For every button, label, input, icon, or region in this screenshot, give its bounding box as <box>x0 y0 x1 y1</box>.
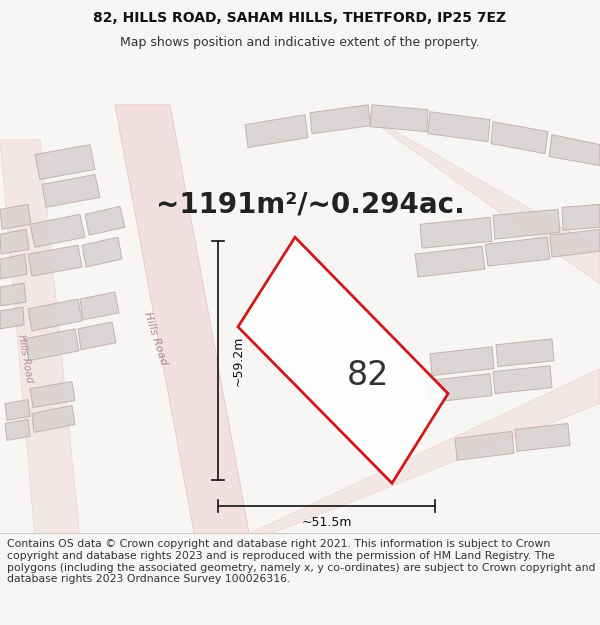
Text: ~51.5m: ~51.5m <box>301 516 352 529</box>
Text: Hills Road: Hills Road <box>16 334 34 384</box>
Polygon shape <box>493 366 552 394</box>
Polygon shape <box>550 229 600 257</box>
Text: 82: 82 <box>347 359 389 392</box>
Polygon shape <box>30 214 85 247</box>
Polygon shape <box>485 238 550 266</box>
Text: 82, HILLS ROAD, SAHAM HILLS, THETFORD, IP25 7EZ: 82, HILLS ROAD, SAHAM HILLS, THETFORD, I… <box>94 11 506 25</box>
Polygon shape <box>455 431 514 460</box>
Polygon shape <box>491 122 548 154</box>
Polygon shape <box>35 144 95 179</box>
Polygon shape <box>42 174 100 208</box>
Polygon shape <box>496 339 554 367</box>
Polygon shape <box>82 238 122 267</box>
Polygon shape <box>115 105 250 538</box>
Polygon shape <box>350 105 600 284</box>
Polygon shape <box>28 299 82 331</box>
Polygon shape <box>240 369 600 538</box>
Polygon shape <box>515 424 570 451</box>
Polygon shape <box>428 112 490 142</box>
Polygon shape <box>493 209 560 239</box>
Polygon shape <box>420 217 492 248</box>
Polygon shape <box>428 374 492 402</box>
Polygon shape <box>310 105 371 134</box>
Polygon shape <box>0 229 29 254</box>
Polygon shape <box>85 206 125 235</box>
Polygon shape <box>28 245 82 276</box>
Polygon shape <box>245 115 308 148</box>
Polygon shape <box>5 419 30 441</box>
Polygon shape <box>5 399 30 421</box>
Polygon shape <box>0 204 31 229</box>
Polygon shape <box>0 254 27 279</box>
Polygon shape <box>430 347 494 376</box>
Polygon shape <box>0 283 26 306</box>
Text: Hills Road: Hills Road <box>142 311 169 367</box>
Text: Contains OS data © Crown copyright and database right 2021. This information is : Contains OS data © Crown copyright and d… <box>7 539 596 584</box>
Polygon shape <box>30 382 75 408</box>
Text: ~1191m²/~0.294ac.: ~1191m²/~0.294ac. <box>155 191 464 218</box>
Polygon shape <box>25 329 79 361</box>
Polygon shape <box>562 204 600 230</box>
Polygon shape <box>415 246 485 277</box>
Text: ~59.2m: ~59.2m <box>232 336 245 386</box>
Polygon shape <box>238 238 448 483</box>
Polygon shape <box>80 292 119 320</box>
Text: Map shows position and indicative extent of the property.: Map shows position and indicative extent… <box>120 36 480 49</box>
Polygon shape <box>549 134 600 166</box>
Polygon shape <box>0 307 24 329</box>
Polygon shape <box>78 322 116 350</box>
Polygon shape <box>32 406 75 432</box>
Polygon shape <box>370 105 428 132</box>
Polygon shape <box>0 139 80 538</box>
